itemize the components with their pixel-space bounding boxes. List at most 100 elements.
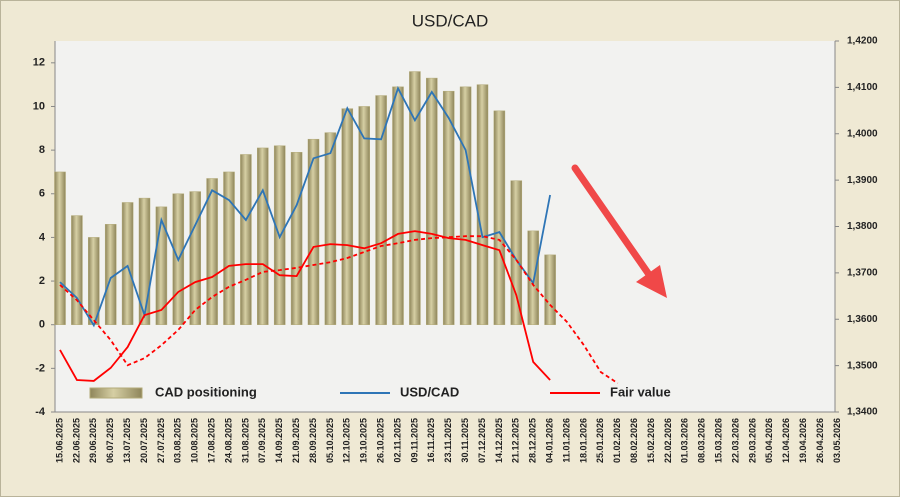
y2-tick-label: 1,4200	[847, 36, 878, 47]
x-tick-label: 21.12.2025	[511, 418, 521, 463]
line	[59, 230, 551, 382]
x-tick-label: 25.01.2026	[595, 418, 605, 463]
x-tick-label: 22.06.2025	[71, 418, 81, 463]
x-tick-label: 27.07.2025	[156, 418, 166, 463]
x-tick-label: 05.10.2025	[325, 418, 335, 463]
line	[59, 235, 619, 384]
x-tick-label: 31.08.2025	[240, 418, 250, 463]
x-tick-label: 16.11.2025	[426, 418, 436, 463]
bar	[493, 110, 506, 325]
bar	[155, 206, 168, 325]
bar	[544, 254, 556, 325]
y-tick-label: 2	[39, 275, 45, 287]
x-tick-label: 19.04.2026	[798, 418, 808, 463]
bar	[223, 171, 235, 325]
x-tick-label: 12.04.2026	[781, 418, 791, 463]
x-tick-label: 04.01.2026	[544, 418, 554, 463]
bar	[442, 90, 455, 325]
x-tick-label: 12.10.2025	[342, 418, 352, 463]
x-tick-label: 14.09.2025	[274, 418, 284, 463]
legend-label: Fair value	[610, 384, 671, 399]
x-tick-label: 28.09.2025	[308, 418, 318, 463]
x-tick-label: 15.03.2026	[713, 418, 723, 463]
y2-tick-label: 1,3700	[847, 268, 878, 279]
x-tick-label: 14.12.2025	[494, 418, 504, 463]
y2-tick-label: 1,4000	[847, 128, 878, 139]
bar	[375, 95, 387, 325]
x-tick-label: 08.03.2026	[697, 418, 707, 463]
legend-label: CAD positioning	[155, 384, 257, 399]
y-tick-label: 12	[33, 57, 45, 69]
x-tick-label: 01.02.2026	[612, 418, 622, 463]
y-tick-label: -4	[35, 406, 46, 418]
plot: -4 -2 0 2 4 6 8 10 12 1,3400 1,3500 1,3600 1,3700 1,3…	[33, 36, 878, 463]
x-tick-label: 23.11.2025	[443, 418, 453, 463]
y-tick-label: 6	[39, 188, 45, 200]
x-tick-label: 29.03.2026	[747, 418, 757, 463]
x-tick-label: 05.04.2026	[764, 418, 774, 463]
x-tick-label: 15.06.2025	[54, 418, 64, 463]
x-tick-label: 26.04.2026	[815, 418, 825, 463]
x-tick-label: 20.07.2025	[139, 418, 149, 463]
bar	[189, 191, 201, 325]
x-tick-label: 09.11.2025	[409, 418, 419, 463]
y-tick-label: 8	[39, 144, 45, 156]
bar	[307, 138, 320, 325]
bar	[290, 152, 303, 325]
bar	[206, 178, 218, 325]
x-tick-label: 03.05.2026	[832, 418, 842, 463]
y2-tick-label: 1,3500	[847, 360, 878, 371]
x-tick-label: 01.03.2026	[680, 418, 690, 463]
y-tick-label: -2	[35, 362, 45, 374]
x-tick-label: 02.11.2025	[392, 418, 402, 463]
x-tick-label: 03.08.2025	[173, 418, 183, 463]
x-tick-label: 17.08.2025	[206, 418, 216, 463]
x-tick-label: 30.11.2025	[460, 418, 470, 463]
bar	[257, 147, 269, 325]
bar	[459, 86, 472, 325]
chart-title: USD/CAD	[412, 11, 489, 30]
bar	[138, 197, 151, 325]
y2-tick-label: 1,3400	[847, 407, 878, 418]
bar	[392, 86, 404, 325]
line	[59, 86, 551, 328]
bar	[324, 132, 337, 325]
x-tick-label: 19.10.2025	[359, 418, 369, 463]
arrow	[571, 164, 667, 298]
x-tick-label: 26.10.2025	[375, 418, 385, 463]
x-tick-label: 13.07.2025	[122, 418, 132, 463]
y2-tick-label: 1,4100	[847, 82, 878, 93]
bar	[426, 77, 438, 325]
bar	[71, 215, 83, 325]
legend-swatch	[89, 387, 143, 399]
bar	[240, 154, 252, 325]
y-tick-label: 10	[33, 100, 45, 112]
x-tick-label: 28.12.2025	[528, 418, 538, 463]
x-tick-label: 29.06.2025	[88, 418, 98, 463]
x-tick-label: 21.09.2025	[291, 418, 301, 463]
bar	[121, 202, 134, 325]
x-tick-label: 24.08.2025	[223, 418, 233, 463]
x-tick-label: 11.01.2026	[561, 418, 571, 463]
y-tick-label: 0	[39, 319, 45, 331]
x-tick-label: 10.08.2025	[190, 418, 200, 463]
y2-tick-label: 1,3800	[847, 221, 878, 232]
bar	[358, 106, 370, 325]
y2-tick-label: 1,3600	[847, 314, 878, 325]
x-tick-label: 07.12.2025	[477, 418, 487, 463]
x-tick-label: 15.02.2026	[646, 418, 656, 463]
y2-tick-label: 1,3900	[847, 175, 878, 186]
x-tick-label: 08.02.2026	[629, 418, 639, 463]
x-tick-label: 18.01.2026	[578, 418, 588, 463]
x-tick-label: 06.07.2025	[105, 418, 115, 463]
bar	[409, 71, 421, 325]
bar	[54, 171, 66, 325]
bar	[341, 108, 354, 325]
x-tick-label: 07.09.2025	[257, 418, 267, 463]
legend-label: USD/CAD	[400, 384, 459, 399]
bar	[510, 180, 523, 325]
x-tick-label: 22.02.2026	[663, 418, 673, 463]
x-tick-label: 22.03.2026	[730, 418, 740, 463]
y-tick-label: 4	[39, 231, 46, 243]
